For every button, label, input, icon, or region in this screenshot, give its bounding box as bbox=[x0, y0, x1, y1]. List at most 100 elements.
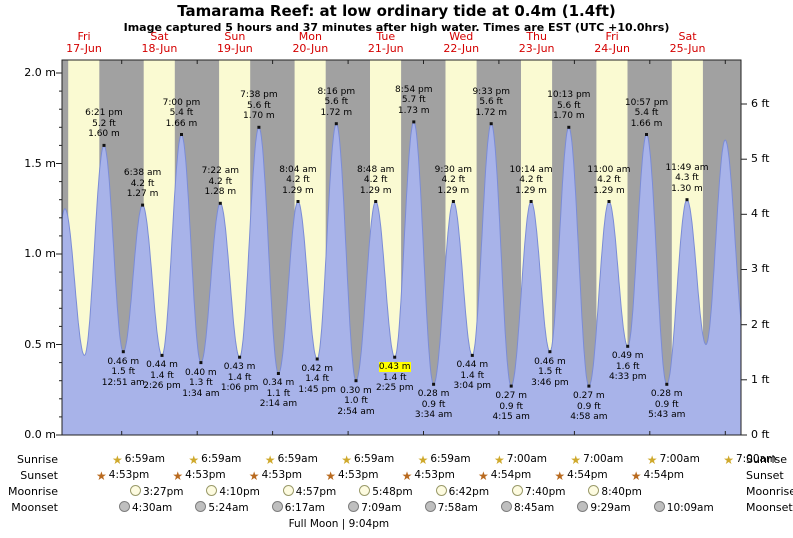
tide-label-line: 1.72 m bbox=[475, 107, 508, 118]
tide-label-line: 2:25 pm bbox=[375, 383, 414, 394]
high-tide-label: 6:21 pm 5.2 ft 1.60 m bbox=[80, 108, 128, 140]
sunset-icon: ★ bbox=[554, 469, 566, 483]
tide-label-line: 0.9 ft bbox=[499, 401, 524, 412]
sunset-icon: ★ bbox=[172, 469, 184, 483]
sunrise-icon: ★ bbox=[494, 453, 505, 467]
tide-label-line: 0.49 m bbox=[611, 351, 644, 362]
tide-label-line: 8:48 am bbox=[357, 164, 395, 175]
moonset-icon bbox=[424, 501, 436, 512]
low-tide-label: 0.27 m 0.9 ft 4:15 am bbox=[487, 391, 535, 423]
sunrise-icon: ★ bbox=[188, 453, 200, 467]
moonset-time: 7:58am bbox=[437, 502, 478, 514]
tide-label-line: 6:38 am bbox=[123, 168, 162, 179]
moonrise-entry: 8:40pm bbox=[588, 485, 642, 499]
sunrise-time: 6:59am bbox=[353, 453, 395, 465]
tide-label-line: 1.73 m bbox=[397, 105, 430, 116]
high-tide-label: 7:22 am 4.2 ft 1.28 m bbox=[196, 166, 244, 198]
current-level-highlight: 0.43 m bbox=[378, 362, 411, 373]
day-label-date: 21-Jun bbox=[367, 42, 404, 55]
tide-label-line: 0.46 m bbox=[534, 356, 566, 367]
sunrise-entry: ★ 6:59am bbox=[341, 453, 394, 466]
tide-label-line: 8:16 pm bbox=[317, 86, 356, 97]
moonrise-icon bbox=[130, 485, 141, 496]
tide-label-line: 0.28 m bbox=[417, 389, 450, 400]
tide-label-line: 8:04 am bbox=[279, 164, 317, 175]
tide-label-line: 1.6 ft bbox=[615, 361, 640, 372]
sunrise-time: 6:59am bbox=[277, 453, 318, 465]
tide-label-line: 5:43 am bbox=[648, 410, 686, 421]
moonrise-entry: 4:57pm bbox=[282, 485, 336, 499]
high-tide-dot bbox=[296, 200, 300, 203]
tide-label-line: 2:26 pm bbox=[143, 381, 181, 392]
day-label-dow: Sat bbox=[678, 30, 697, 43]
low-tide-dot bbox=[587, 384, 591, 388]
low-tide-dot bbox=[509, 384, 513, 388]
tide-label-line: 4.2 ft bbox=[130, 178, 155, 189]
day-label-date: 22-Jun bbox=[443, 42, 480, 55]
moonset-icon bbox=[271, 501, 283, 512]
day-label-date: 17-Jun bbox=[66, 42, 102, 55]
high-tide-dot bbox=[141, 203, 145, 207]
tide-label-line: 0.27 m bbox=[495, 391, 527, 402]
tide-label-line: 1.1 ft bbox=[266, 388, 291, 399]
sunrise-entry: ★ 6:59am bbox=[112, 453, 165, 466]
high-tide-dot bbox=[257, 125, 261, 129]
high-tide-dot bbox=[529, 200, 533, 203]
tide-label-line: 4.3 ft bbox=[675, 173, 699, 184]
low-tide-dot bbox=[354, 379, 358, 383]
tide-label-line: 4.2 ft bbox=[597, 175, 621, 185]
low-tide-dot bbox=[121, 350, 125, 354]
low-tide-dot bbox=[238, 355, 242, 359]
tide-label-line: 5.2 ft bbox=[92, 118, 116, 129]
day-label: Mon 20-Jun bbox=[278, 31, 342, 55]
tide-label-line: 1.4 ft bbox=[460, 370, 485, 381]
sunrise-time: 7:00am bbox=[583, 453, 624, 465]
moonset-entry: 8:45am bbox=[501, 501, 554, 515]
day-label-date: 19-Jun bbox=[217, 42, 253, 55]
high-tide-dot bbox=[412, 120, 416, 124]
sunset-icon: ★ bbox=[96, 469, 107, 483]
tide-label-line: 9:30 am bbox=[434, 164, 473, 175]
sunrise-time: 6:59am bbox=[430, 453, 471, 465]
sunset-entry: ★ 4:54pm bbox=[631, 469, 684, 482]
tide-label-line: 1.5 ft bbox=[111, 367, 136, 378]
moonrise-icon bbox=[588, 485, 600, 496]
moonrise-time: 4:10pm bbox=[219, 486, 260, 498]
tide-label-line: 0.46 m bbox=[107, 356, 140, 367]
high-tide-label: 8:04 am 4.2 ft 1.29 m bbox=[274, 165, 322, 197]
moonrise-entry: 7:40pm bbox=[512, 485, 565, 499]
tide-label-line: 1.4 ft bbox=[305, 374, 330, 385]
tide-label-line: 0.9 ft bbox=[577, 401, 601, 412]
low-tide-label: 0.40 m 1.3 ft 1:34 am bbox=[177, 368, 225, 400]
tide-label-line: 5.6 ft bbox=[324, 97, 349, 108]
moonrise-time: 3:27pm bbox=[143, 486, 184, 498]
low-tide-dot bbox=[160, 353, 164, 357]
moonrise-time: 8:40pm bbox=[601, 486, 642, 498]
low-tide-dot bbox=[665, 382, 669, 386]
tide-label-line: 0.43 m bbox=[223, 362, 256, 373]
tide-label-line: 0.43 m bbox=[371, 362, 419, 373]
day-label-dow: Mon bbox=[298, 30, 322, 43]
sunset-entry: ★ 4:53pm bbox=[249, 469, 302, 482]
sunset-time: 4:53pm bbox=[185, 469, 226, 481]
sunset-entry: ★ 4:53pm bbox=[172, 469, 225, 482]
sunrise-entry: ★ 7:00am bbox=[494, 453, 547, 466]
sunrise-icon: ★ bbox=[112, 453, 123, 467]
low-tide-label: 0.43 m 1.4 ft 1:06 pm bbox=[216, 362, 264, 394]
sunrise-icon: ★ bbox=[570, 453, 582, 467]
day-label-date: 23-Jun bbox=[518, 42, 555, 55]
tide-label-line: 0.42 m bbox=[301, 363, 333, 374]
sunset-entry: ★ 4:53pm bbox=[325, 469, 378, 482]
high-tide-label: 11:49 am 4.3 ft 1.30 m bbox=[663, 163, 711, 195]
sunset-time: 4:54pm bbox=[567, 469, 608, 481]
tide-label-line: 1.29 m bbox=[515, 185, 547, 196]
low-tide-dot bbox=[199, 361, 203, 365]
sunrise-icon: ★ bbox=[264, 453, 276, 467]
tide-label-line: 5.6 ft bbox=[556, 100, 581, 111]
moonset-entry: 6:17am bbox=[271, 501, 325, 515]
tide-label-line: 4.2 ft bbox=[441, 175, 466, 185]
tide-label-line: 4:33 pm bbox=[608, 372, 647, 383]
tide-label-line: 1.3 ft bbox=[189, 378, 213, 389]
